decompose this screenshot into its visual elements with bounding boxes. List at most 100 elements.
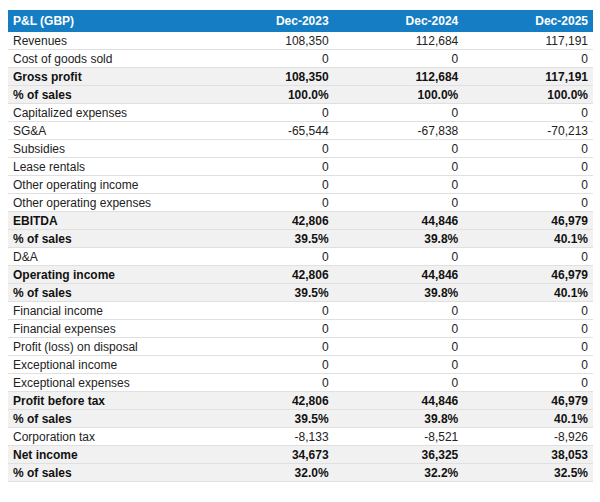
cell-value: 0 xyxy=(204,140,334,158)
row-label: Other operating income xyxy=(8,176,204,194)
cell-value: 108,350 xyxy=(204,68,334,86)
table-row: D&A000 xyxy=(8,248,593,266)
cell-value: 0 xyxy=(334,176,464,194)
cell-value: 100.0% xyxy=(334,86,464,104)
cell-value: 0 xyxy=(204,104,334,122)
cell-value: 44,846 xyxy=(334,392,464,410)
cell-value: 0 xyxy=(334,248,464,266)
cell-value: 100.0% xyxy=(463,86,593,104)
table-row: Net income34,67336,32538,053 xyxy=(8,446,593,464)
cell-value: -8,926 xyxy=(463,428,593,446)
row-label: % of sales xyxy=(8,86,204,104)
header-row: P&L (GBP) Dec-2023Dec-2024Dec-2025 xyxy=(8,10,593,32)
cell-value: 0 xyxy=(463,176,593,194)
cell-value: -67,838 xyxy=(334,122,464,140)
row-label: D&A xyxy=(8,248,204,266)
cell-value: 39.8% xyxy=(334,284,464,302)
table-row: % of sales100.0%100.0%100.0% xyxy=(8,86,593,104)
cell-value: 0 xyxy=(463,50,593,68)
cell-value: -70,213 xyxy=(463,122,593,140)
table-row: SG&A-65,544-67,838-70,213 xyxy=(8,122,593,140)
cell-value: 39.8% xyxy=(334,230,464,248)
cell-value: 108,350 xyxy=(204,32,334,50)
table-row: Operating income42,80644,84646,979 xyxy=(8,266,593,284)
cell-value: 0 xyxy=(463,158,593,176)
row-label: % of sales xyxy=(8,284,204,302)
row-label: Corporation tax xyxy=(8,428,204,446)
table-row: % of sales39.5%39.8%40.1% xyxy=(8,284,593,302)
row-label: EBITDA xyxy=(8,212,204,230)
cell-value: 32.0% xyxy=(204,464,334,482)
row-label: Subsidies xyxy=(8,140,204,158)
cell-value: 0 xyxy=(204,302,334,320)
table-row: Exceptional income000 xyxy=(8,356,593,374)
table-row: Financial income000 xyxy=(8,302,593,320)
cell-value: 0 xyxy=(334,140,464,158)
table-row: Exceptional expenses000 xyxy=(8,374,593,392)
table-row: Other operating expenses000 xyxy=(8,194,593,212)
cell-value: 42,806 xyxy=(204,392,334,410)
cell-value: 0 xyxy=(204,50,334,68)
row-label: Exceptional expenses xyxy=(8,374,204,392)
cell-value: 40.1% xyxy=(463,284,593,302)
row-label: Lease rentals xyxy=(8,158,204,176)
cell-value: 0 xyxy=(463,338,593,356)
row-label: Capitalized expenses xyxy=(8,104,204,122)
cell-value: 39.5% xyxy=(204,284,334,302)
row-label: Net income xyxy=(8,446,204,464)
row-label: SG&A xyxy=(8,122,204,140)
cell-value: 0 xyxy=(204,194,334,212)
cell-value: -65,544 xyxy=(204,122,334,140)
cell-value: 0 xyxy=(334,50,464,68)
row-label: Profit before tax xyxy=(8,392,204,410)
table-row: % of sales39.5%39.8%40.1% xyxy=(8,230,593,248)
table-row: Lease rentals000 xyxy=(8,158,593,176)
cell-value: -8,521 xyxy=(334,428,464,446)
cell-value: 40.1% xyxy=(463,410,593,428)
cell-value: 39.5% xyxy=(204,230,334,248)
table-row: Profit (loss) on disposal000 xyxy=(8,338,593,356)
table-row: % of sales39.5%39.8%40.1% xyxy=(8,410,593,428)
cell-value: 0 xyxy=(463,140,593,158)
table-row: Capitalized expenses000 xyxy=(8,104,593,122)
cell-value: 0 xyxy=(463,356,593,374)
cell-value: 0 xyxy=(463,302,593,320)
cell-value: 112,684 xyxy=(334,32,464,50)
cell-value: 117,191 xyxy=(463,32,593,50)
cell-value: 0 xyxy=(334,338,464,356)
cell-value: 46,979 xyxy=(463,266,593,284)
cell-value: 0 xyxy=(204,248,334,266)
cell-value: 0 xyxy=(204,320,334,338)
cell-value: 0 xyxy=(204,374,334,392)
cell-value: 44,846 xyxy=(334,212,464,230)
cell-value: -8,133 xyxy=(204,428,334,446)
cell-value: 0 xyxy=(204,158,334,176)
table-row: Subsidies000 xyxy=(8,140,593,158)
table-row: Corporation tax-8,133-8,521-8,926 xyxy=(8,428,593,446)
row-label: Financial expenses xyxy=(8,320,204,338)
table-title: P&L (GBP) xyxy=(8,10,204,32)
cell-value: 0 xyxy=(463,320,593,338)
table-row: Revenues108,350112,684117,191 xyxy=(8,32,593,50)
cell-value: 39.8% xyxy=(334,410,464,428)
column-header: Dec-2024 xyxy=(334,10,464,32)
column-header: Dec-2025 xyxy=(463,10,593,32)
cell-value: 0 xyxy=(204,176,334,194)
cell-value: 46,979 xyxy=(463,392,593,410)
cell-value: 42,806 xyxy=(204,212,334,230)
cell-value: 0 xyxy=(463,104,593,122)
cell-value: 0 xyxy=(334,158,464,176)
cell-value: 0 xyxy=(463,248,593,266)
row-label: Cost of goods sold xyxy=(8,50,204,68)
cell-value: 112,684 xyxy=(334,68,464,86)
cell-value: 0 xyxy=(463,194,593,212)
row-label: Other operating expenses xyxy=(8,194,204,212)
cell-value: 44,846 xyxy=(334,266,464,284)
table-row: Gross profit108,350112,684117,191 xyxy=(8,68,593,86)
pl-table: P&L (GBP) Dec-2023Dec-2024Dec-2025 Reven… xyxy=(8,10,593,482)
table-row: % of sales32.0%32.2%32.5% xyxy=(8,464,593,482)
table-body: Revenues108,350112,684117,191Cost of goo… xyxy=(8,32,593,482)
cell-value: 38,053 xyxy=(463,446,593,464)
table-row: Profit before tax42,80644,84646,979 xyxy=(8,392,593,410)
table-row: Cost of goods sold000 xyxy=(8,50,593,68)
